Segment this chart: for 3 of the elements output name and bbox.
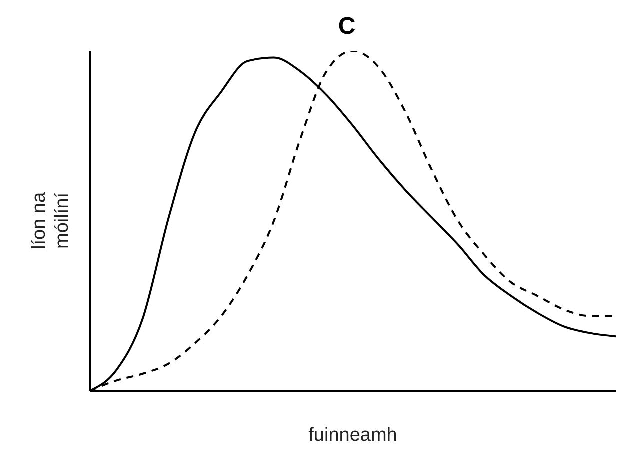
chart-title: C	[337, 12, 357, 42]
y-axis-title: líon na móilíní	[29, 192, 73, 250]
x-axis-title: fuinneamh	[308, 425, 398, 446]
